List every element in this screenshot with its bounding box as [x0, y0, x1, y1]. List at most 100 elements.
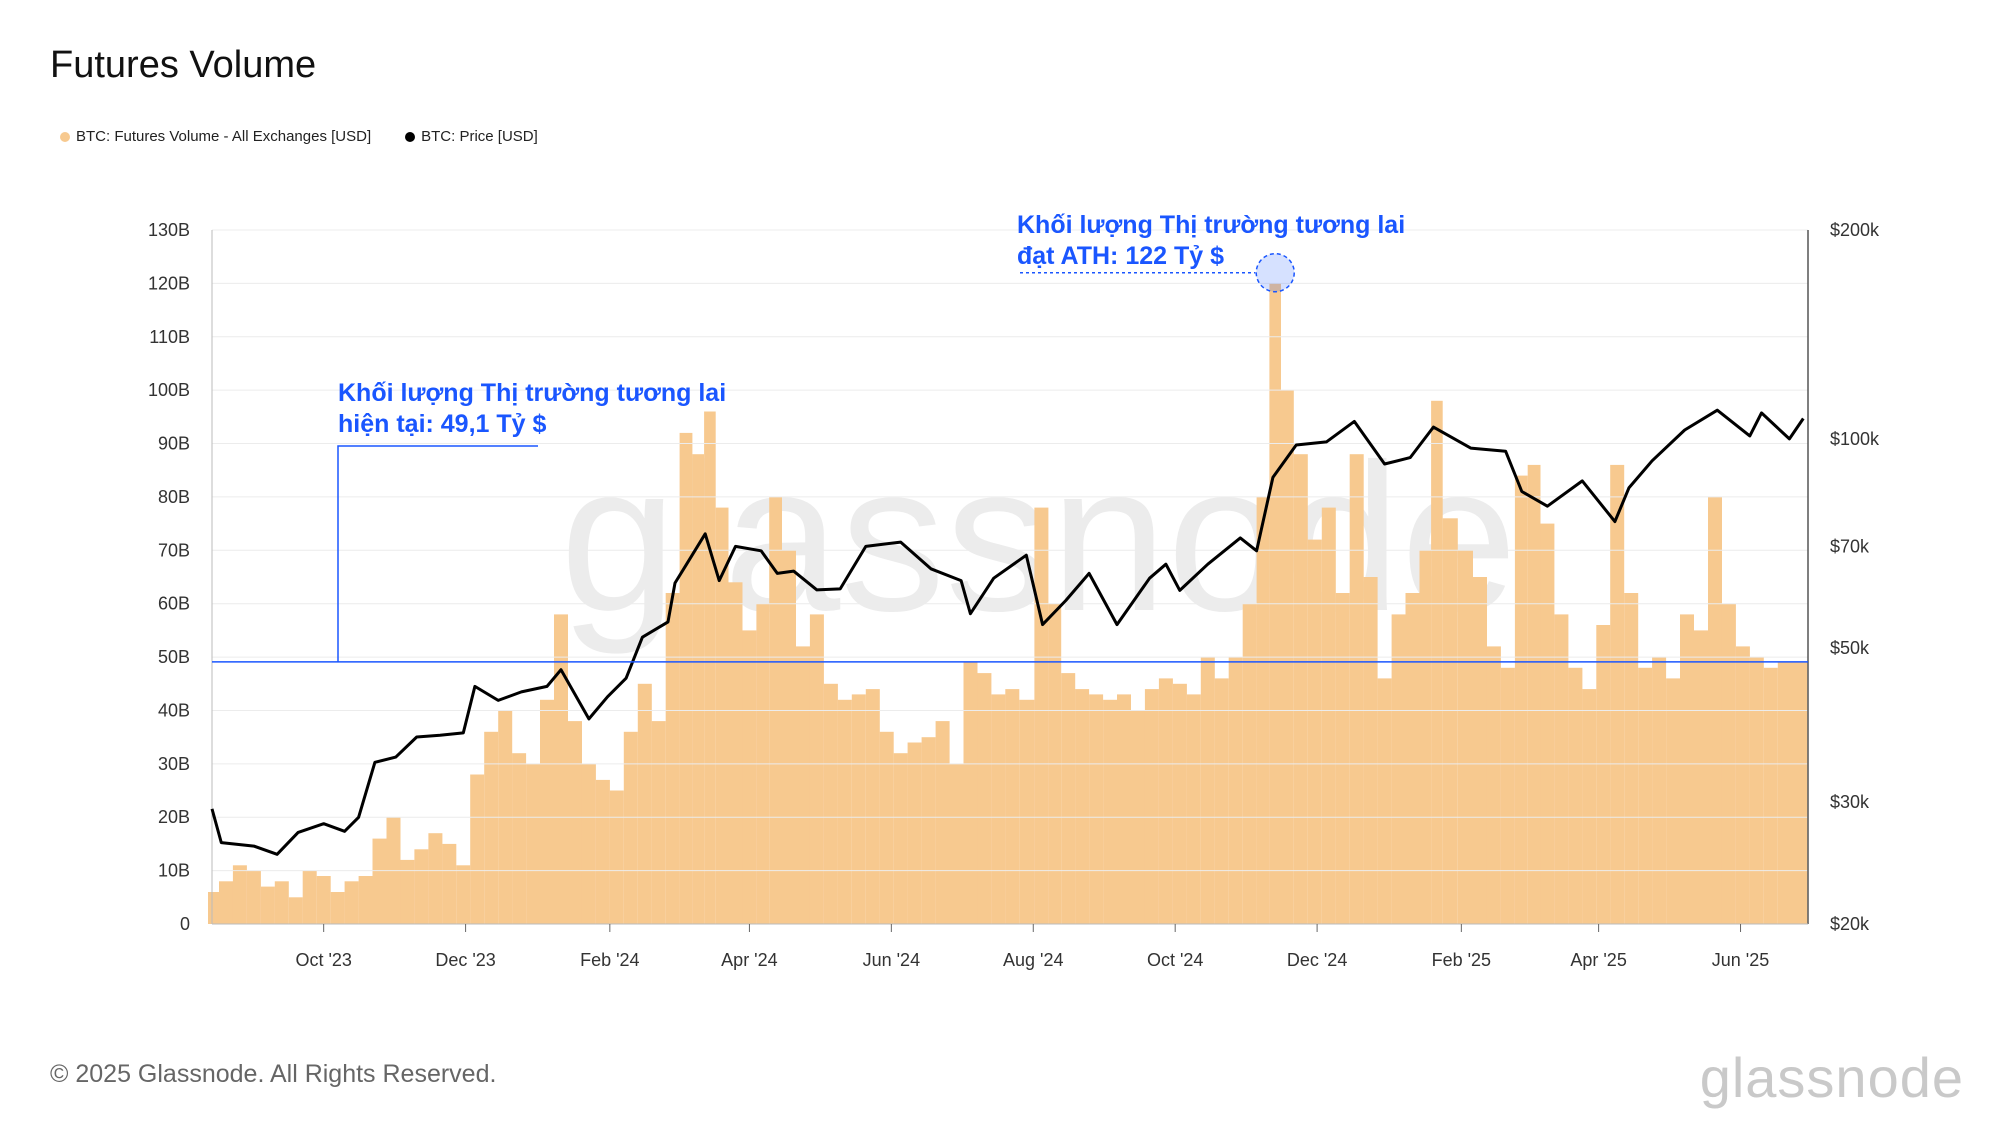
y-tick-label: 110B — [149, 327, 190, 347]
x-tick-label: Jun '25 — [1712, 950, 1769, 970]
volume-bar — [1075, 689, 1090, 924]
volume-bar — [344, 881, 359, 924]
volume-bar — [742, 630, 757, 924]
legend-swatch-price — [405, 131, 416, 142]
brand-logo: glassnode — [1699, 1046, 1964, 1109]
volume-bar — [554, 614, 568, 924]
y2-tick-label: $30k — [1830, 792, 1870, 812]
volume-bar — [1103, 699, 1118, 924]
legend-label-volume: BTC: Futures Volume - All Exchanges [USD… — [76, 128, 372, 145]
volume-bar — [1500, 667, 1515, 924]
volume-bar — [623, 731, 638, 924]
volume-bar — [1293, 454, 1308, 924]
volume-bar — [1228, 657, 1243, 924]
y2-tick-label: $20k — [1830, 914, 1870, 934]
volume-bar — [1763, 667, 1778, 924]
volume-bar — [1638, 667, 1653, 924]
volume-bar — [1442, 518, 1458, 924]
y-tick-label: 40B — [158, 700, 190, 720]
y-tick-label: 130B — [148, 220, 190, 240]
volume-bar — [1172, 683, 1187, 924]
volume-bar — [715, 507, 729, 924]
volume-bar — [400, 859, 415, 924]
legend-item-price[interactable]: BTC: Price [USD] — [405, 128, 538, 145]
volume-bar — [1486, 646, 1501, 924]
volume-bar — [484, 731, 499, 924]
volume-bar — [1391, 614, 1406, 924]
volume-bar — [1624, 593, 1639, 924]
y-tick-label: 70B — [158, 540, 190, 560]
volume-bar — [782, 550, 796, 924]
x-tick-label: Oct '23 — [295, 950, 351, 970]
volume-bar — [1749, 657, 1764, 924]
legend: BTC: Futures Volume - All Exchanges [USD… — [60, 128, 538, 145]
volume-bar — [1377, 678, 1392, 924]
volume-bar — [246, 870, 261, 924]
x-tick-label: Jun '24 — [863, 950, 920, 970]
y2-tick-label: $200k — [1830, 220, 1880, 240]
volume-bar — [428, 833, 443, 924]
volume-bar — [414, 849, 429, 924]
x-tick-label: Dec '23 — [435, 950, 495, 970]
x-tick-label: Feb '25 — [1432, 950, 1491, 970]
volume-bar — [372, 838, 387, 924]
volume-bar — [949, 763, 964, 924]
volume-bar — [512, 753, 527, 924]
volume-bar — [595, 779, 610, 924]
volume-bar — [1554, 614, 1569, 924]
volume-bar — [274, 881, 289, 924]
x-tick-label: Oct '24 — [1147, 950, 1203, 970]
volume-bar — [1117, 694, 1131, 924]
legend-swatch-volume — [60, 131, 70, 142]
volume-bar — [219, 881, 233, 924]
y-tick-label: 0 — [180, 914, 190, 934]
annotation-current-bracket — [337, 445, 538, 662]
volume-bar — [540, 699, 554, 924]
volume-bar — [1405, 593, 1420, 924]
volume-bar — [823, 683, 838, 924]
volume-bar — [692, 454, 704, 924]
volume-bar — [704, 411, 716, 924]
volume-bar — [1568, 667, 1583, 924]
annotation-ath-line-2: đạt ATH: 122 Tỷ $ — [1017, 242, 1224, 270]
volume-bar — [568, 721, 582, 924]
volume-bar — [1363, 577, 1378, 924]
volume-bar — [637, 683, 652, 924]
volume-bar — [1144, 689, 1159, 924]
volume-bar — [1473, 577, 1487, 924]
volume-bar — [302, 870, 317, 924]
x-tick-label: Aug '24 — [1003, 950, 1064, 970]
legend-item-futures-volume[interactable]: BTC: Futures Volume - All Exchanges [USD… — [60, 128, 371, 145]
volume-bar — [442, 843, 457, 924]
y2-tick-label: $100k — [1830, 429, 1880, 449]
volume-bar — [330, 892, 345, 924]
y2-tick-label: $50k — [1830, 638, 1870, 658]
volume-bar — [1214, 678, 1229, 924]
y-tick-label: 50B — [158, 647, 190, 667]
volume-bar — [260, 886, 275, 924]
y-tick-label: 80B — [158, 487, 190, 507]
volume-bar — [921, 737, 936, 924]
volume-bar — [1349, 454, 1364, 924]
y-tick-label: 30B — [158, 754, 190, 774]
volume-bar — [358, 876, 373, 924]
legend-label-price: BTC: Price [USD] — [421, 128, 538, 145]
x-tick-label: Apr '25 — [1570, 950, 1626, 970]
volume-bar — [1005, 689, 1020, 924]
y-tick-label: 100B — [148, 380, 190, 400]
y-tick-label: 10B — [158, 861, 190, 881]
volume-bar — [1694, 630, 1708, 924]
volume-bar — [232, 865, 247, 924]
volume-bar — [879, 731, 894, 924]
volume-bar — [665, 593, 680, 924]
volume-bar — [851, 694, 866, 924]
volume-bar — [796, 646, 810, 924]
y-tick-label: 60B — [158, 594, 190, 614]
volume-bar — [456, 865, 471, 924]
volume-bar — [1200, 657, 1215, 924]
x-tick-label: Apr '24 — [721, 950, 777, 970]
volume-bar — [316, 876, 331, 924]
x-tick-label: Feb '24 — [580, 950, 639, 970]
volume-bar — [1652, 657, 1667, 924]
